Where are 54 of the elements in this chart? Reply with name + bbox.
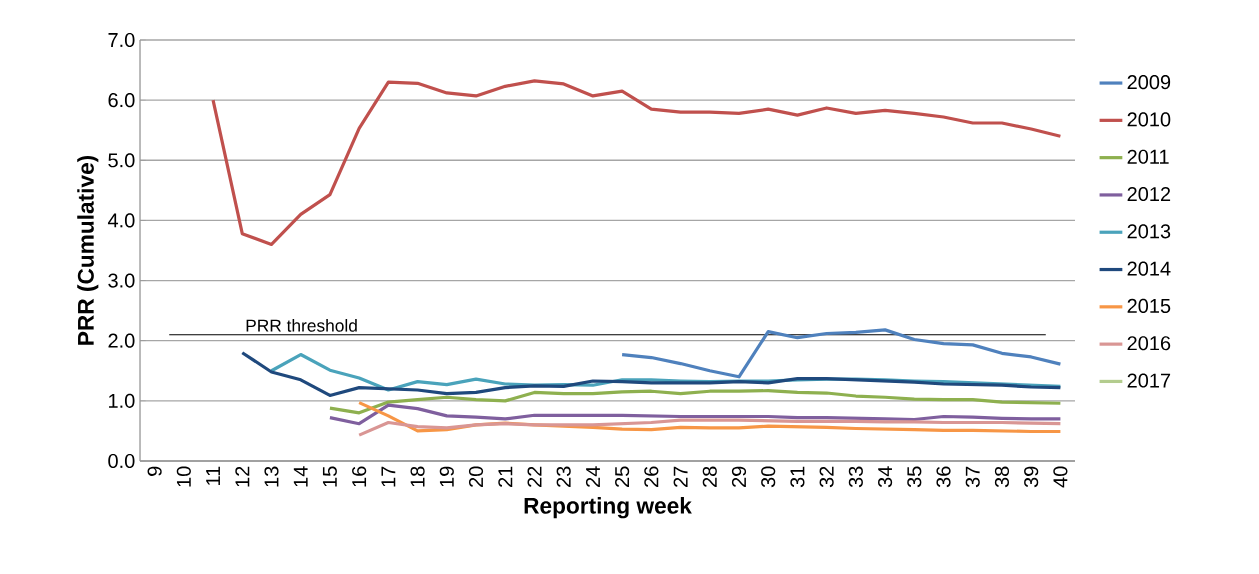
- x-tick-label: 33: [848, 466, 863, 488]
- x-tick-label: 9: [147, 466, 162, 476]
- x-tick-label: 35: [907, 466, 922, 488]
- legend-label: 2013: [1127, 224, 1171, 239]
- x-tick-label: 13: [264, 466, 279, 487]
- x-tick-label: 34: [878, 466, 893, 488]
- x-tick-label: 31: [790, 466, 805, 488]
- x-tick-label: 38: [994, 466, 1010, 488]
- ref-line-label: PRR threshold: [246, 319, 357, 332]
- x-tick-label: 36: [936, 466, 951, 488]
- x-tick-label: 23: [556, 466, 571, 487]
- y-tick-label: 4.0: [107, 213, 135, 228]
- legend-label: 2009: [1127, 75, 1171, 90]
- legend-label: 2012: [1127, 186, 1171, 202]
- y-tick-label: 7.0: [108, 32, 135, 48]
- x-tick-label: 40: [1053, 466, 1068, 488]
- x-tick-label: 39: [1024, 466, 1039, 488]
- legend-label: 2010: [1127, 112, 1171, 127]
- x-tick-label: 11: [206, 466, 220, 485]
- x-tick-label: 10: [176, 466, 191, 487]
- y-tick-label: 2.0: [108, 333, 135, 348]
- x-tick-label: 17: [381, 466, 396, 487]
- x-tick-label: 20: [468, 466, 484, 487]
- y-tick-label: 1.0: [109, 393, 135, 408]
- x-tick-label: 22: [527, 466, 542, 487]
- y-tick-label: 6.0: [108, 93, 135, 108]
- legend-label: 2011: [1127, 149, 1169, 164]
- y-tick-label: 5.0: [108, 153, 135, 168]
- x-tick-label: 16: [352, 466, 367, 487]
- line-series: [211, 79, 1062, 247]
- x-tick-label: 15: [322, 466, 337, 487]
- x-tick-label: 27: [673, 466, 688, 487]
- x-tick-label: 32: [819, 466, 834, 488]
- x-tick-label: 14: [293, 466, 308, 487]
- y-axis-title: PRR (Cumulative): [77, 155, 99, 345]
- y-tick-label: 0.0: [108, 453, 135, 469]
- y-tick-label: 3.0: [108, 273, 135, 288]
- x-tick-label: 30: [761, 466, 776, 488]
- x-tick-label: 25: [615, 466, 630, 487]
- x-tick-label: 26: [644, 466, 659, 487]
- x-axis-title: Reporting week: [524, 497, 692, 519]
- x-tick-label: 29: [731, 466, 747, 487]
- legend-label: 2016: [1127, 336, 1171, 351]
- line-series: [620, 328, 1062, 379]
- legend-label: 2014: [1127, 261, 1171, 276]
- x-tick-label: 28: [702, 466, 717, 487]
- legend-label: 2015: [1127, 298, 1171, 314]
- legend-label: 2017: [1127, 373, 1171, 388]
- x-tick-label: 18: [410, 466, 425, 487]
- x-tick-label: 19: [439, 466, 454, 487]
- x-tick-label: 37: [965, 466, 980, 488]
- x-tick-label: 12: [235, 466, 250, 487]
- x-tick-label: 21: [498, 466, 513, 487]
- x-tick-label: 24: [585, 466, 600, 487]
